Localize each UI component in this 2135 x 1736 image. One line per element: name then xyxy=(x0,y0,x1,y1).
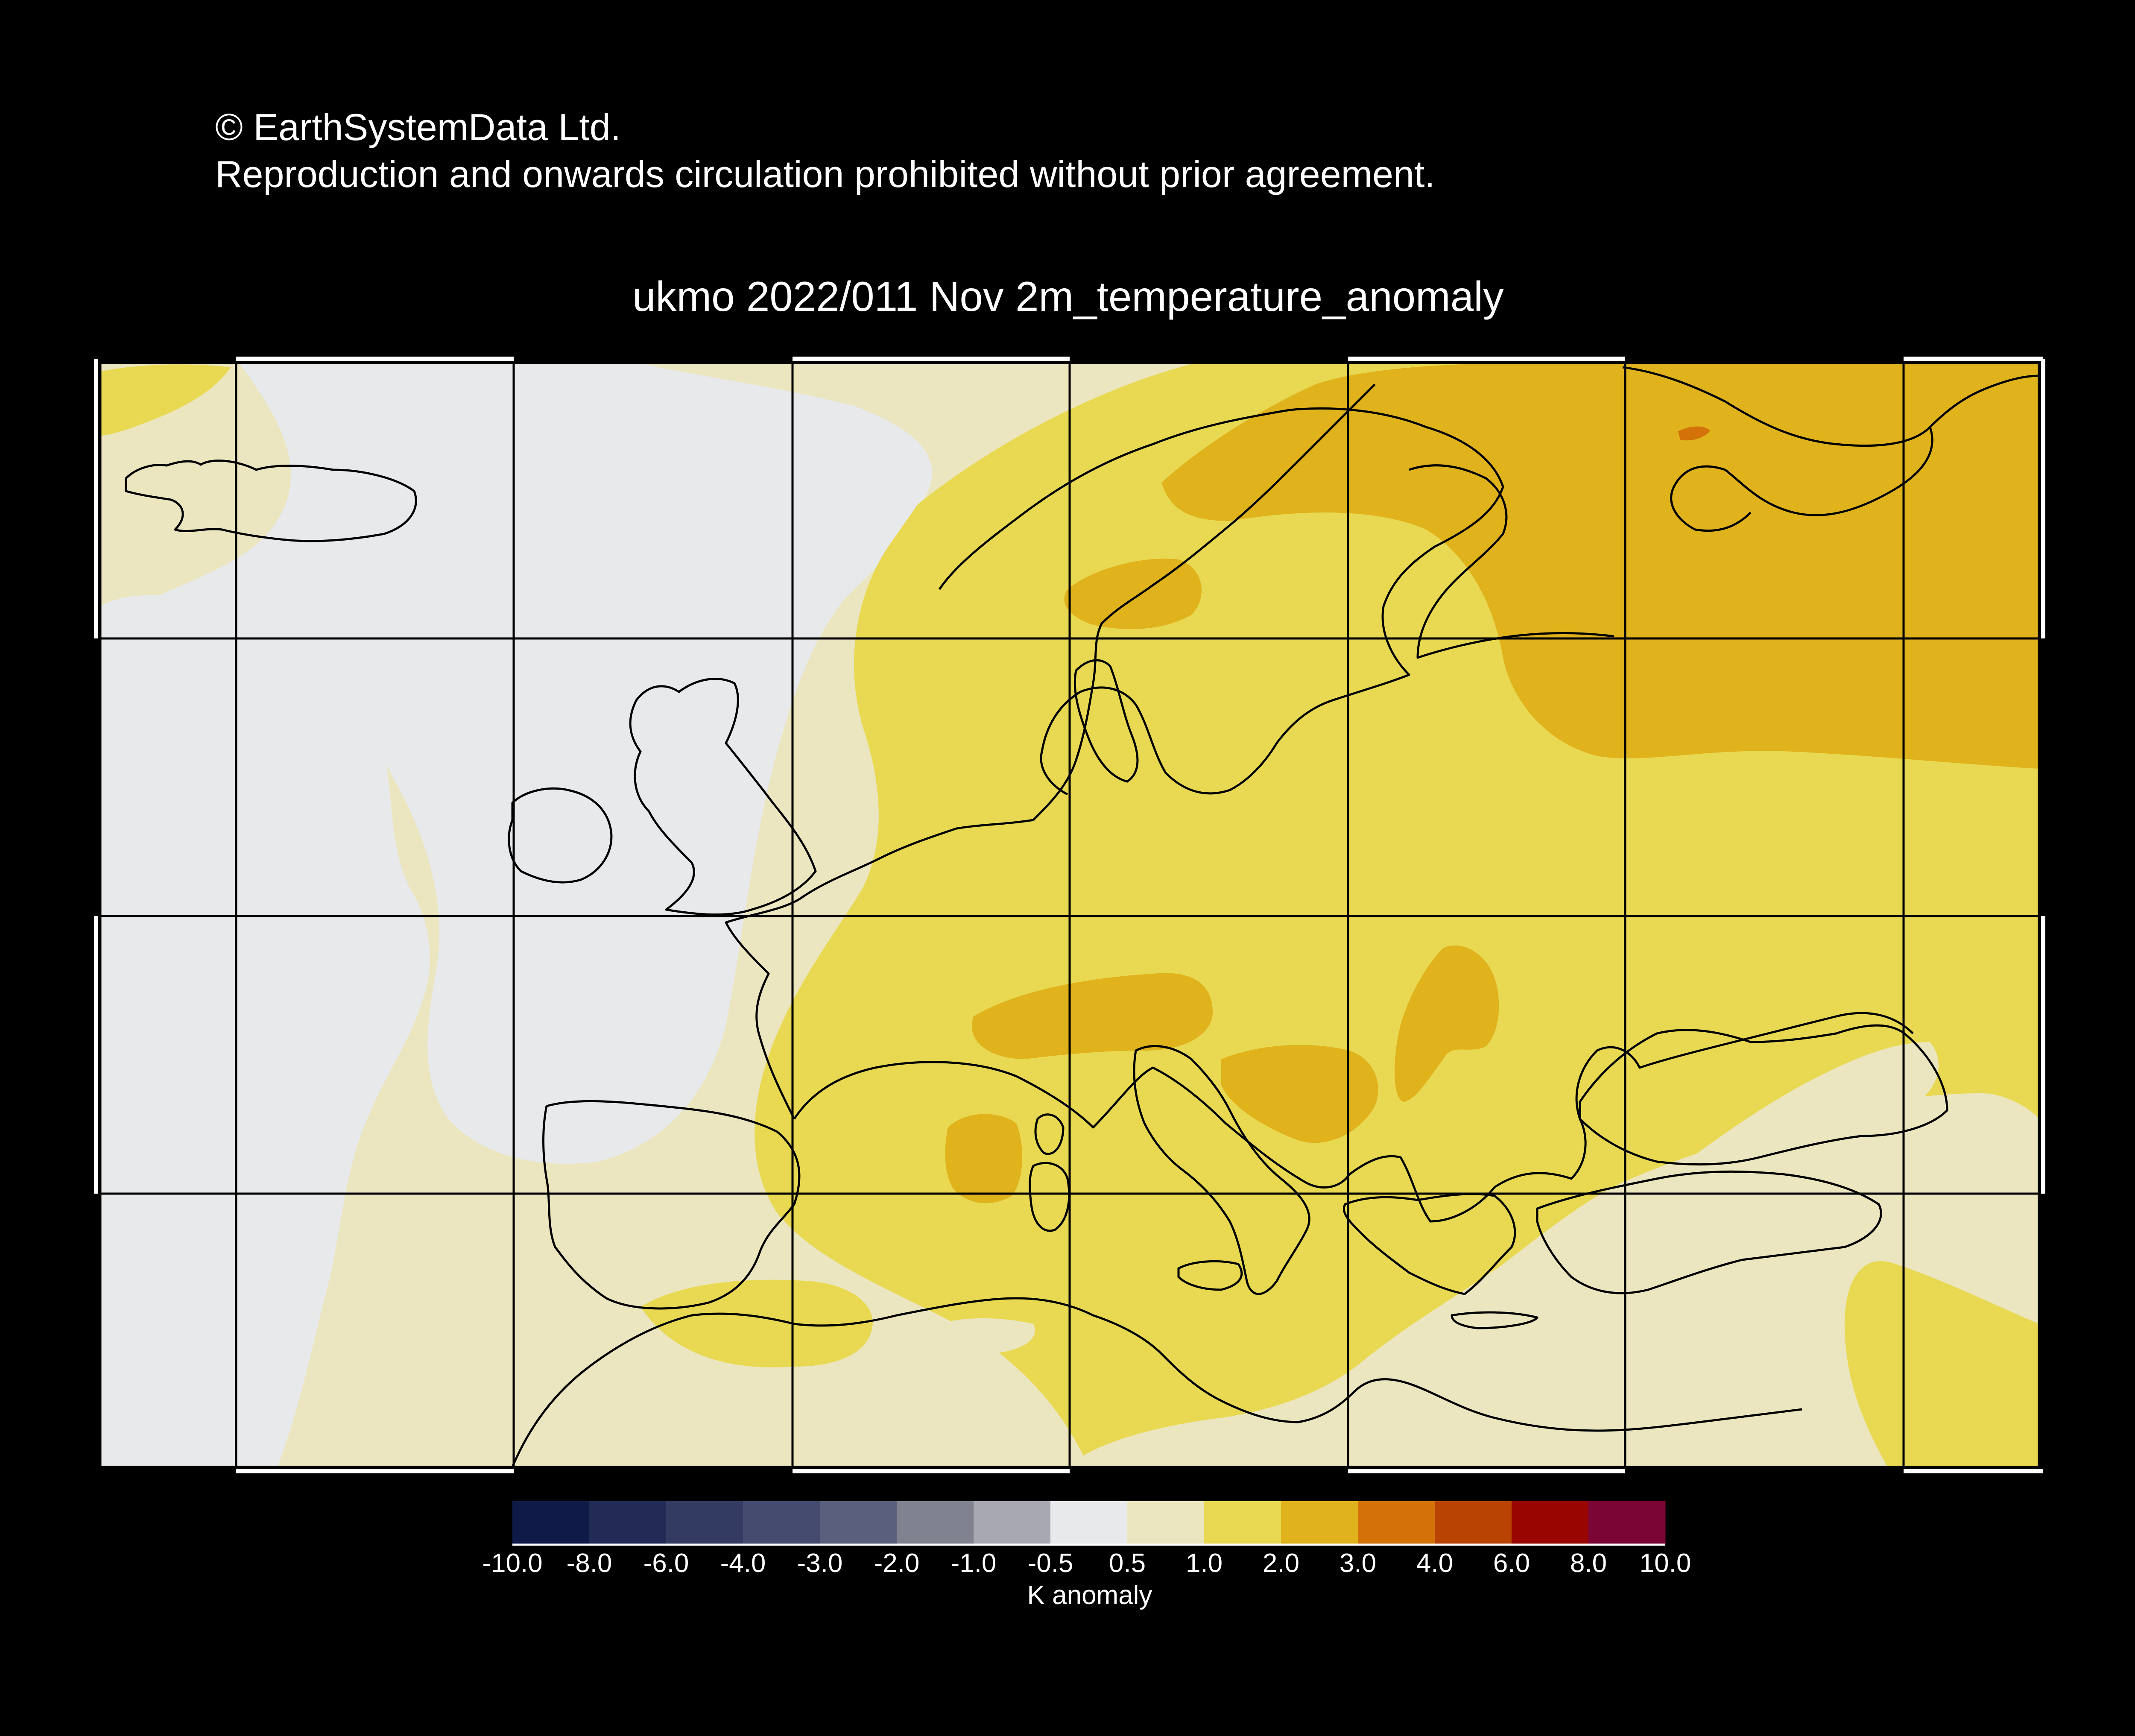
anomaly-band-near-zero xyxy=(128,363,932,1164)
colorbar-tick-label: -2.0 xyxy=(874,1549,920,1578)
colorbar-swatch xyxy=(1358,1501,1435,1544)
colorbar-tick-label: -10.0 xyxy=(482,1549,543,1578)
colorbar-tick-label: 1.0 xyxy=(1185,1549,1223,1578)
anomaly-band-near-zero xyxy=(100,843,205,995)
coastline-jutland xyxy=(1073,659,1139,783)
coastline-turkey xyxy=(1536,1170,1882,1294)
copyright-notice: © EarthSystemData Ltd. Reproduction and … xyxy=(215,104,1435,198)
colorbar-tick-label: -8.0 xyxy=(566,1549,612,1578)
colorbar-tick-label: 10.0 xyxy=(1639,1549,1691,1578)
anomaly-band-2-3 xyxy=(945,1114,1022,1203)
anomaly-band-2-3 xyxy=(972,973,1213,1059)
coastline-black-sea xyxy=(1579,1024,1948,1166)
anomaly-band-0.5-1 xyxy=(918,1318,1035,1354)
anomaly-band-0.5-1 xyxy=(1640,1042,1939,1196)
coastline-iberia xyxy=(542,1100,801,1310)
coastline-crete xyxy=(1451,1311,1538,1329)
coastline-sicily xyxy=(1177,1260,1243,1291)
coastline-kola-white-sea xyxy=(1622,366,1933,532)
colorbar-tick-label: -6.0 xyxy=(643,1549,689,1578)
coastline-north-africa xyxy=(511,1297,1802,1467)
coastline-europe-mainland xyxy=(725,384,1914,1223)
anomaly-band-3-4 xyxy=(1678,426,1710,441)
coastline-iceland xyxy=(125,460,417,542)
colorbar-swatch xyxy=(512,1501,590,1544)
coastline-arctic-east xyxy=(1929,375,2039,428)
copyright-line-2: Reproduction and onwards circulation pro… xyxy=(215,153,1435,195)
colorbar-tick-label: 8.0 xyxy=(1570,1549,1607,1578)
anomaly-band-2-3 xyxy=(1161,363,2039,769)
coastline-greece xyxy=(1342,1193,1516,1295)
anomaly-band-1-2 xyxy=(640,1279,873,1367)
colorbar-unit-label: K anomaly xyxy=(1027,1581,1152,1610)
colorbar-swatch xyxy=(589,1501,667,1544)
colorbar-tick-label: 3.0 xyxy=(1339,1549,1377,1578)
colorbar-tick-label: 4.0 xyxy=(1416,1549,1454,1578)
anomaly-band-2-3 xyxy=(1221,1045,1378,1143)
colorbar-swatch xyxy=(1588,1501,1666,1544)
coastline-corsica xyxy=(1034,1113,1065,1155)
colorbar-tick-label: 0.5 xyxy=(1108,1549,1146,1578)
colorbar-swatch xyxy=(666,1501,743,1544)
colorbar-tick-label: -3.0 xyxy=(797,1549,843,1578)
anomaly-band-0.5-1 xyxy=(1068,1093,2039,1467)
anomaly-band-1-2 xyxy=(100,364,231,436)
map-border-ticks xyxy=(94,357,2045,1473)
colorbar-swatch xyxy=(743,1501,820,1544)
anomaly-band-2-3 xyxy=(1395,945,1499,1102)
colorbar-swatch xyxy=(1127,1501,1205,1544)
map-frame xyxy=(99,362,2040,1468)
colorbar-swatch xyxy=(820,1501,897,1544)
colorbar-tick-label: 2.0 xyxy=(1262,1549,1300,1578)
colorbar-swatch xyxy=(974,1501,1051,1544)
colorbar-tick-label: 6.0 xyxy=(1493,1549,1530,1578)
coastline-italy xyxy=(1133,1045,1310,1295)
colorbar-swatch xyxy=(1204,1501,1281,1544)
map-title: ukmo 2022/011 Nov 2m_temperature_anomaly xyxy=(632,273,1504,320)
coastline-scandinavia xyxy=(938,407,1504,796)
colorbar-tick-label: -4.0 xyxy=(720,1549,766,1578)
colorbar-tick-label: -0.5 xyxy=(1027,1549,1073,1578)
copyright-line-1: © EarthSystemData Ltd. xyxy=(215,106,621,148)
colorbar-tick-label: -1.0 xyxy=(951,1549,997,1578)
coastline-ireland xyxy=(508,787,613,884)
graticule xyxy=(99,362,2040,1468)
colorbar-swatch xyxy=(1435,1501,1512,1544)
colorbar-swatch xyxy=(1512,1501,1589,1544)
coastline-finland xyxy=(1409,464,1614,659)
colorbar xyxy=(512,1501,1666,1546)
colorbar-swatch xyxy=(1050,1501,1128,1544)
colorbar-swatch xyxy=(897,1501,974,1544)
coastline-great-britain xyxy=(629,678,817,916)
colorbar-swatch xyxy=(1281,1501,1358,1544)
anomaly-band-near-zero xyxy=(100,595,430,1467)
